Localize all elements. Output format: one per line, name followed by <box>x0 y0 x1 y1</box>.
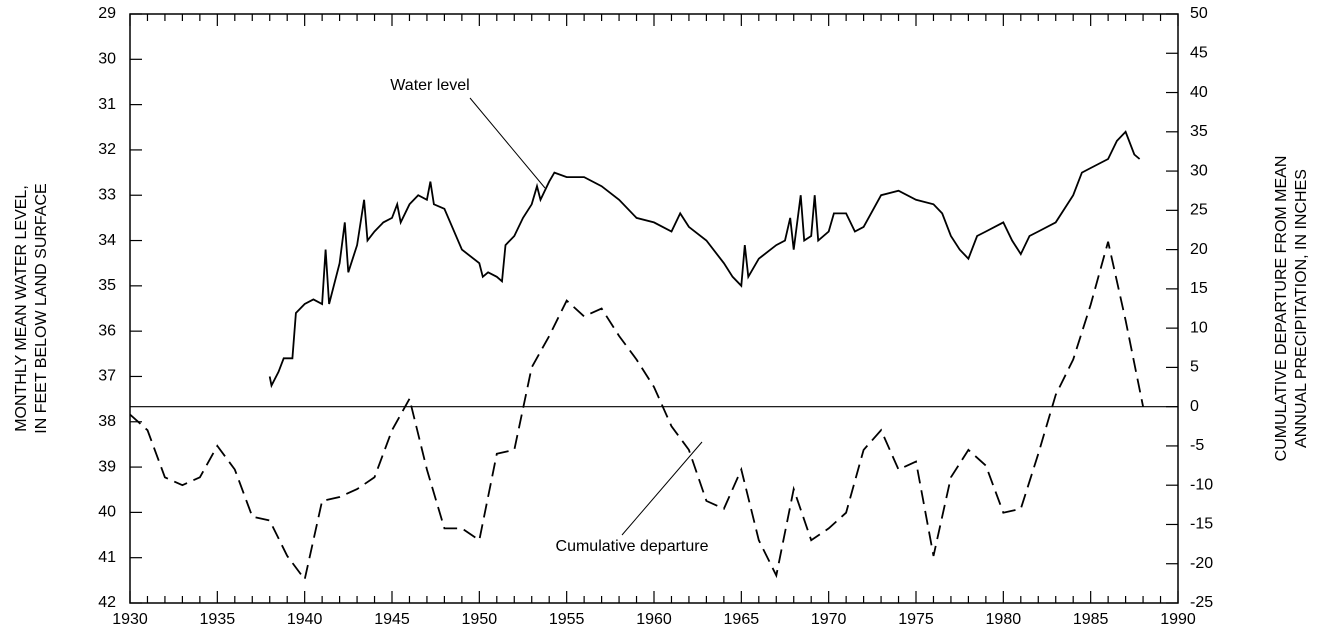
y2-tick-label: 5 <box>1190 359 1199 376</box>
x-tick-label: 1960 <box>636 611 672 628</box>
series-line <box>268 130 1141 389</box>
y2-tick-label: -15 <box>1190 516 1213 533</box>
y2-tick-label: 0 <box>1190 398 1199 415</box>
x-tick-label: 1975 <box>898 611 934 628</box>
x-tick-label: 1940 <box>287 611 323 628</box>
x-tick-label: 1945 <box>374 611 410 628</box>
y-tick-label: 33 <box>98 186 116 203</box>
series-annotation: Cumulative departure <box>556 538 709 555</box>
leader-line <box>621 441 703 536</box>
y2-tick-label: -20 <box>1190 555 1213 572</box>
y2-tick-label: -25 <box>1190 594 1213 611</box>
x-tick-label: 1990 <box>1160 611 1196 628</box>
y-tick-label: 37 <box>98 368 116 385</box>
y-tick-label: 41 <box>98 549 116 566</box>
y2-tick-label: 15 <box>1190 280 1208 297</box>
leader-line <box>469 97 546 189</box>
y-axis-label: IN FEET BELOW LAND SURFACE <box>33 183 50 433</box>
y2-tick-label: 25 <box>1190 202 1208 219</box>
y2-tick-label: 50 <box>1190 5 1208 22</box>
y2-tick-label: -10 <box>1190 476 1213 493</box>
y-axis-label: MONTHLY MEAN WATER LEVEL, <box>13 185 30 432</box>
y-tick-label: 31 <box>98 96 116 113</box>
y-tick-label: 36 <box>98 322 116 339</box>
y2-tick-label: -5 <box>1190 437 1204 454</box>
y2-tick-label: 35 <box>1190 123 1208 140</box>
y-tick-label: 30 <box>98 51 116 68</box>
y-tick-label: 35 <box>98 277 116 294</box>
y-tick-label: 42 <box>98 594 116 611</box>
x-tick-label: 1955 <box>549 611 585 628</box>
y-tick-label: 38 <box>98 413 116 430</box>
y2-tick-label: 45 <box>1190 44 1208 61</box>
y-tick-label: 39 <box>98 458 116 475</box>
y2-tick-label: 30 <box>1190 162 1208 179</box>
x-tick-label: 1970 <box>811 611 847 628</box>
x-tick-label: 1935 <box>200 611 236 628</box>
series-line <box>129 241 1144 582</box>
y2-tick-label: 10 <box>1190 319 1208 336</box>
x-tick-label: 1965 <box>724 611 760 628</box>
y-tick-label: 40 <box>98 504 116 521</box>
x-tick-label: 1985 <box>1073 611 1109 628</box>
y2-tick-label: 40 <box>1190 84 1208 101</box>
y-tick-label: 29 <box>98 5 116 22</box>
y2-axis-label: ANNUAL PRECIPITATION, IN INCHES <box>1293 169 1310 448</box>
series-annotation: Water level <box>390 77 469 94</box>
x-tick-label: 1980 <box>986 611 1022 628</box>
y-tick-label: 32 <box>98 141 116 158</box>
y2-tick-label: 20 <box>1190 241 1208 258</box>
x-tick-label: 1930 <box>112 611 148 628</box>
x-tick-label: 1950 <box>462 611 498 628</box>
y-tick-label: 34 <box>98 232 116 249</box>
plot-frame <box>129 13 1179 604</box>
y2-axis-label: CUMULATIVE DEPARTURE FROM MEAN <box>1273 156 1290 462</box>
